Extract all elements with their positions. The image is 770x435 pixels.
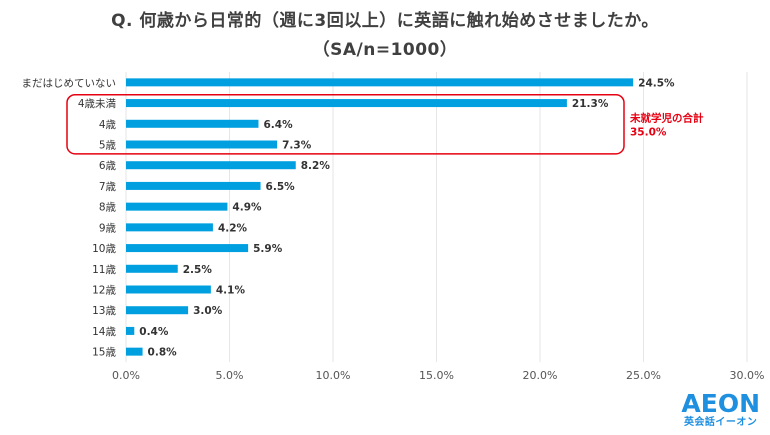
- value-label: 4.1%: [216, 285, 246, 297]
- value-label: 8.2%: [301, 160, 331, 172]
- category-label: 10歳: [92, 243, 116, 255]
- bar: [126, 326, 135, 335]
- category-label: 6歳: [99, 160, 117, 172]
- category-label: 9歳: [99, 222, 117, 234]
- value-label: 4.9%: [232, 202, 262, 214]
- bar: [126, 223, 213, 232]
- value-label: 5.9%: [253, 243, 283, 255]
- annotation-value: 35.0%: [630, 126, 667, 138]
- aeon-logo: AEON 英会話イーオン: [681, 391, 760, 429]
- category-label: 12歳: [92, 285, 116, 297]
- category-label: 14歳: [92, 326, 116, 338]
- x-tick-label: 0.0%: [112, 369, 140, 382]
- bar: [126, 78, 634, 87]
- x-tick-label: 10.0%: [316, 369, 351, 382]
- value-label: 6.5%: [266, 181, 296, 193]
- chart-title: Q. 何歳から日常的（週に3回以上）に英語に触れ始めさせましたか。: [111, 11, 659, 31]
- value-label: 4.2%: [218, 222, 248, 234]
- logo-wordmark: AEON: [681, 389, 760, 418]
- x-tick-label: 30.0%: [730, 369, 765, 382]
- annotation-label: 未就学児の合計: [629, 111, 704, 124]
- category-label: 15歳: [92, 347, 116, 359]
- category-label: まだはじめていない: [22, 77, 117, 89]
- bar: [126, 181, 261, 190]
- x-tick-label: 5.0%: [216, 369, 244, 382]
- bar: [126, 347, 143, 356]
- value-label: 24.5%: [638, 77, 675, 89]
- x-tick-label: 25.0%: [626, 369, 661, 382]
- category-label: 5歳: [99, 140, 117, 152]
- bar: [126, 285, 211, 294]
- bar: [126, 202, 228, 211]
- bar: [126, 264, 178, 273]
- category-label: 7歳: [99, 181, 117, 193]
- bar: [126, 161, 296, 170]
- bar: [126, 244, 249, 253]
- value-label: 6.4%: [263, 119, 293, 131]
- category-label: 13歳: [92, 305, 116, 317]
- bar: [126, 306, 189, 315]
- value-label: 2.5%: [183, 264, 213, 276]
- category-label: 8歳: [99, 202, 117, 214]
- logo-subtitle: 英会話イーオン: [683, 417, 758, 428]
- value-label: 3.0%: [193, 305, 223, 317]
- chart-subtitle: （SA/n=1000）: [312, 40, 458, 60]
- value-label: 0.4%: [139, 326, 169, 338]
- value-label: 7.3%: [282, 140, 312, 152]
- bar: [126, 119, 259, 128]
- value-label: 21.3%: [572, 98, 609, 110]
- category-label: 11歳: [92, 264, 116, 276]
- bar: [126, 99, 567, 108]
- x-tick-label: 20.0%: [523, 369, 558, 382]
- x-tick-label: 15.0%: [419, 369, 454, 382]
- bar: [126, 140, 278, 149]
- value-label: 0.8%: [148, 347, 178, 359]
- category-label: 4歳: [99, 119, 117, 131]
- category-label: 4歳未満: [78, 98, 117, 110]
- annotation-box: [66, 93, 625, 155]
